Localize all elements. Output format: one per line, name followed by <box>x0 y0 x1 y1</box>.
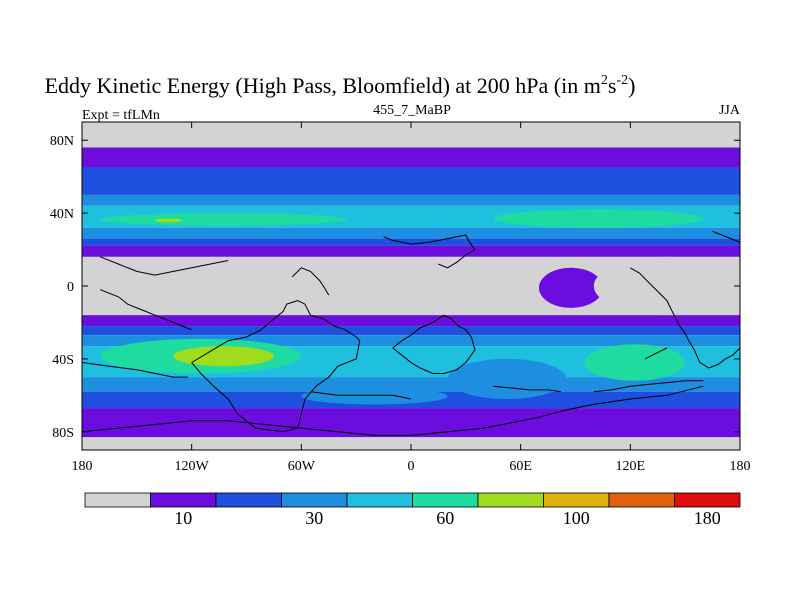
energy-band-15 <box>82 408 740 438</box>
energy-patch-1 <box>493 209 704 228</box>
energy-band-7 <box>82 245 740 257</box>
coastline-5 <box>82 362 188 378</box>
chart-subtitle: 455_7_MaBP <box>373 103 451 118</box>
colorbar-swatch-5 <box>412 492 479 508</box>
coastline-2 <box>383 234 476 269</box>
chart-title: Eddy Kinetic Energy (High Pass, Bloomfie… <box>45 73 636 98</box>
energy-band-2 <box>82 167 740 195</box>
colorbar-swatch-2 <box>215 492 282 508</box>
coastline-1 <box>392 314 476 374</box>
map-plot: 180 120W 60W 0 60E 120E 180 80N 40N 0 40S 80S <box>50 121 751 474</box>
coastline-9 <box>644 347 668 360</box>
x-axis: 180 120W 60W 0 60E 120E 180 <box>72 122 751 474</box>
coastline-12 <box>712 230 740 243</box>
coastline-0 <box>191 300 361 433</box>
x-tick-label: 120W <box>175 459 210 474</box>
coastline-13 <box>100 256 229 276</box>
x-tick-label: 0 <box>408 459 415 474</box>
energy-patch-0 <box>100 213 348 226</box>
energy-band-1 <box>82 147 740 168</box>
colorbar-swatch-1 <box>150 492 217 508</box>
colorbar-swatch-4 <box>346 492 413 508</box>
energy-field <box>82 122 740 450</box>
colorbar-swatch-0 <box>84 492 151 508</box>
energy-band-3 <box>82 194 740 206</box>
colorbar-swatch-9 <box>674 492 741 508</box>
colorbar-swatch-6 <box>477 492 544 508</box>
colorbar-label: 60 <box>436 508 454 528</box>
x-tick-label: 120E <box>616 459 646 474</box>
experiment-label: Expt = tfLMn <box>82 108 160 123</box>
coastline-6 <box>100 289 192 331</box>
energy-patch-8 <box>538 267 603 308</box>
energy-patch-7 <box>301 388 448 405</box>
coastlines <box>82 230 740 436</box>
colorbar-swatch-3 <box>281 492 348 508</box>
energy-band-6 <box>82 238 740 246</box>
x-tick-label: 180 <box>72 459 93 474</box>
x-tick-label: 60E <box>509 459 532 474</box>
energy-patch-9 <box>593 256 740 316</box>
coastline-4 <box>82 385 704 436</box>
colorbar-swatch-8 <box>608 492 675 508</box>
y-tick-label: 80S <box>52 426 74 441</box>
season-label: JJA <box>719 103 741 118</box>
energy-band-9 <box>82 315 740 327</box>
coastline-11 <box>291 267 330 296</box>
y-tick-label: 80N <box>50 134 74 149</box>
y-axis: 80N 40N 0 40S 80S <box>50 134 740 441</box>
coastline-8 <box>593 380 704 393</box>
energy-band-11 <box>82 335 740 347</box>
x-tick-label: 60W <box>288 459 316 474</box>
energy-band-16 <box>82 437 740 450</box>
colorbar-label: 10 <box>174 508 192 528</box>
energy-patch-6 <box>447 358 567 399</box>
energy-band-13 <box>82 377 740 392</box>
energy-patch-4 <box>173 346 274 367</box>
energy-patch-2 <box>155 218 183 223</box>
y-tick-label: 40S <box>52 353 74 368</box>
colorbar-swatch-7 <box>543 492 610 508</box>
colorbar-label: 100 <box>563 508 590 528</box>
coastline-3 <box>630 267 740 369</box>
colorbar-label: 30 <box>305 508 323 528</box>
energy-band-10 <box>82 326 740 336</box>
y-tick-label: 40N <box>50 207 74 222</box>
coastline-7 <box>310 391 412 400</box>
coastline-10 <box>493 385 561 393</box>
x-tick-label: 180 <box>730 459 751 474</box>
y-tick-label: 0 <box>67 280 74 295</box>
colorbar-label: 180 <box>694 508 721 528</box>
colorbar: 10 30 60 100 180 <box>84 492 741 528</box>
energy-band-5 <box>82 227 740 239</box>
energy-patch-5 <box>584 344 686 381</box>
